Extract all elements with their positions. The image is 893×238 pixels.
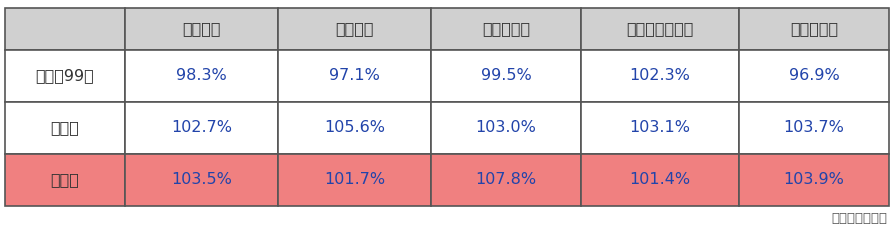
Text: 103.5%: 103.5% xyxy=(171,173,232,188)
Text: 福岡県: 福岡県 xyxy=(51,173,79,188)
Text: 東京都: 東京都 xyxy=(51,120,79,135)
Bar xyxy=(125,102,278,154)
Text: 103.7%: 103.7% xyxy=(783,120,845,135)
Text: カップル: カップル xyxy=(335,21,374,36)
Text: ファミリー: ファミリー xyxy=(482,21,530,36)
Text: シングル: シングル xyxy=(182,21,221,36)
Bar xyxy=(581,50,739,102)
Bar xyxy=(431,8,581,50)
Bar xyxy=(581,102,739,154)
Bar xyxy=(278,8,431,50)
Bar xyxy=(581,154,739,206)
Text: 96.9%: 96.9% xyxy=(789,69,839,84)
Text: 98.3%: 98.3% xyxy=(176,69,227,84)
Text: 99.5%: 99.5% xyxy=(480,69,531,84)
Bar xyxy=(431,50,581,102)
Bar xyxy=(5,154,125,206)
Text: 101.4%: 101.4% xyxy=(630,173,690,188)
Bar xyxy=(5,8,125,50)
Bar xyxy=(739,154,889,206)
Text: 都市圈99県: 都市圈99県 xyxy=(36,69,95,84)
Text: 102.7%: 102.7% xyxy=(171,120,232,135)
Bar xyxy=(125,50,278,102)
Text: 107.8%: 107.8% xyxy=(475,173,537,188)
Bar xyxy=(431,154,581,206)
Bar xyxy=(278,154,431,206)
Text: 103.0%: 103.0% xyxy=(476,120,537,135)
Bar xyxy=(125,8,278,50)
Text: 105.6%: 105.6% xyxy=(324,120,385,135)
Text: 97.1%: 97.1% xyxy=(329,69,380,84)
Bar xyxy=(739,8,889,50)
Text: 大型ファミリー: 大型ファミリー xyxy=(626,21,694,36)
Bar xyxy=(431,102,581,154)
Bar xyxy=(581,8,739,50)
Text: 103.1%: 103.1% xyxy=(630,120,690,135)
Text: 平均賃料昨対比: 平均賃料昨対比 xyxy=(831,212,887,225)
Text: 103.9%: 103.9% xyxy=(783,173,845,188)
Bar xyxy=(5,102,125,154)
Bar xyxy=(5,50,125,102)
Bar xyxy=(278,50,431,102)
Text: 全ての物件: 全ての物件 xyxy=(790,21,838,36)
Bar xyxy=(278,102,431,154)
Bar xyxy=(739,102,889,154)
Text: 102.3%: 102.3% xyxy=(630,69,690,84)
Text: 101.7%: 101.7% xyxy=(324,173,385,188)
Bar xyxy=(739,50,889,102)
Bar xyxy=(125,154,278,206)
